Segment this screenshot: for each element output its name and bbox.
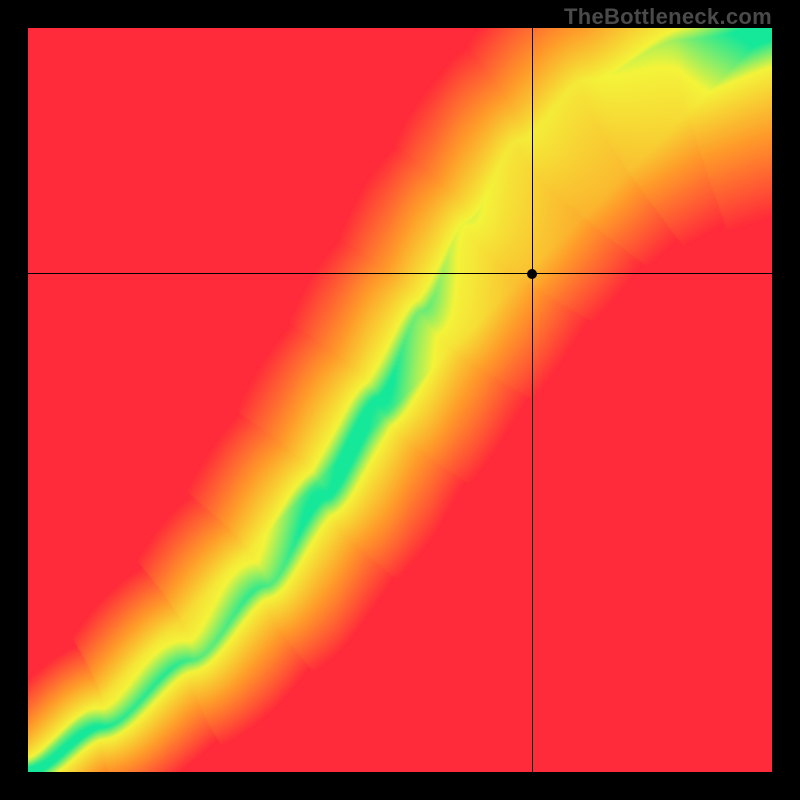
watermark-text: TheBottleneck.com [564,4,772,30]
crosshair-marker [527,269,537,279]
chart-container: TheBottleneck.com [0,0,800,800]
crosshair-horizontal [28,273,772,274]
plot-frame [28,28,772,772]
heatmap-canvas [28,28,772,772]
crosshair-vertical [532,28,533,772]
